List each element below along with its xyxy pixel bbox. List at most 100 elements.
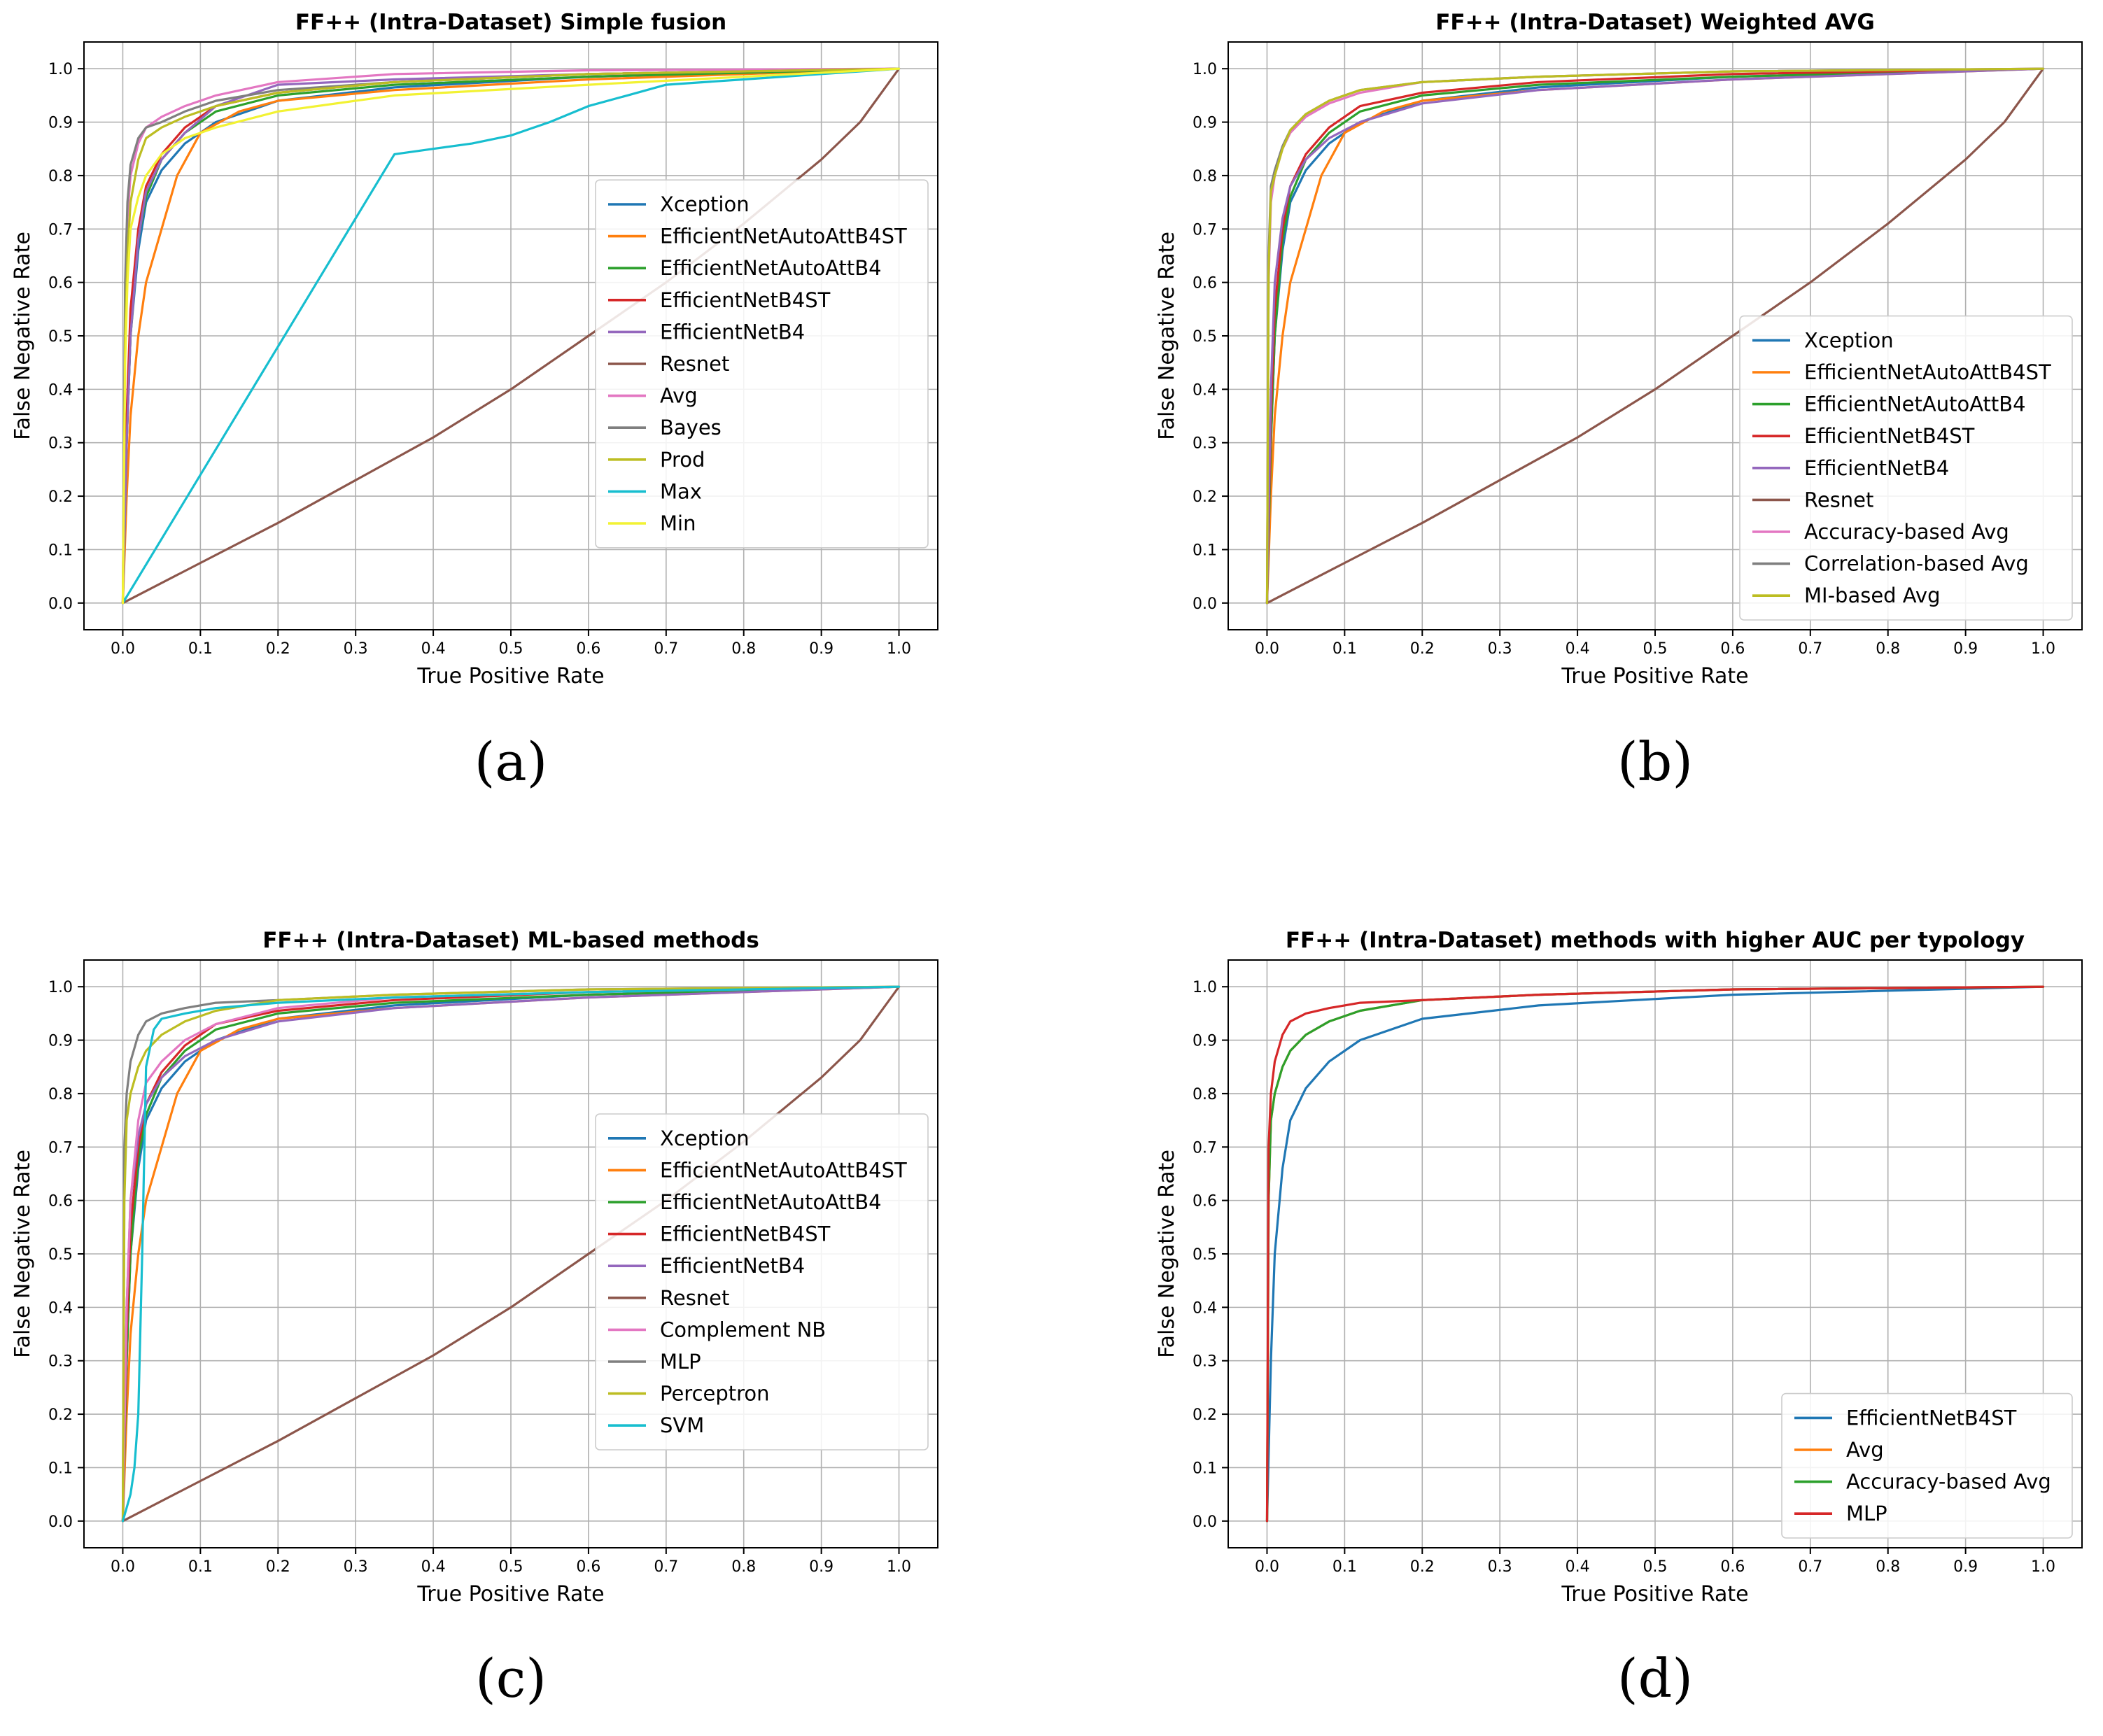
legend-label: SVM: [660, 1413, 704, 1437]
x-tick-label: 0.7: [654, 1558, 678, 1576]
x-tick-label: 0.8: [1876, 640, 1900, 658]
series-line-efficientnetautoattb4st: [121, 67, 901, 605]
legend-box: [595, 1113, 929, 1451]
y-tick-label: 0.5: [1193, 328, 1217, 346]
y-tick-label: 0.8: [48, 168, 73, 185]
series-line-max: [121, 67, 901, 605]
y-tick-label: 0.2: [1193, 488, 1217, 506]
y-tick-label: 0.0: [48, 1513, 73, 1531]
x-tick-label: 0.9: [809, 1558, 834, 1576]
y-tick-label: 0.6: [1193, 1193, 1217, 1211]
x-tick-label: 1.0: [2031, 640, 2055, 658]
y-tick-label: 0.5: [48, 1246, 73, 1264]
x-tick-label: 0.2: [1410, 640, 1435, 658]
legend: Xception EfficientNetAutoAttB4ST Efficient…: [1739, 315, 2073, 621]
y-tick-label: 0.0: [1193, 595, 1217, 613]
x-tick-label: 0.6: [576, 640, 600, 658]
x-tick-label: 0.7: [1798, 1558, 1822, 1576]
legend-label: MLP: [1846, 1502, 1887, 1525]
legend: Xception EfficientNetAutoAttB4ST Efficient…: [595, 1113, 929, 1451]
series-line-resnet: [1265, 67, 2045, 605]
y-tick-label: 1.0: [1193, 61, 1217, 78]
x-tick-label: 0.1: [1332, 640, 1357, 658]
series-line-resnet: [121, 67, 901, 605]
chart-panel-2: 0.0 0.1 0.2 0.3 0.4 0.5 0.6 0.7 0.8 0.9 1.0 0.0 0.1 0…: [1155, 10, 2083, 793]
panel-caption: (d): [1617, 1647, 1693, 1709]
legend-label: EfficientNetB4ST: [660, 288, 831, 312]
y-tick-label: 0.4: [48, 381, 73, 399]
y-tick-label: 0.4: [48, 1299, 73, 1317]
y-tick-label: 0.3: [1193, 1353, 1217, 1371]
series-line-efficientnetb4st: [1265, 985, 2045, 1523]
x-axis-label: True Positive Rate: [1561, 664, 1748, 689]
series-line-svm: [121, 985, 901, 1523]
x-tick-label: 0.1: [1332, 1558, 1357, 1576]
chart-panel-1: 0.0 0.1 0.2 0.3 0.4 0.5 0.6 0.7 0.8 0.9 1.0 0.0 0.1 0…: [10, 10, 938, 793]
y-tick-label: 0.1: [1193, 542, 1217, 559]
x-tick-label: 0.5: [1643, 1558, 1668, 1576]
legend-label: Resnet: [1804, 488, 1873, 511]
legend-label: Max: [660, 479, 702, 503]
y-tick-label: 0.0: [48, 595, 73, 613]
x-tick-label: 0.8: [731, 1558, 756, 1576]
series-group: [1265, 67, 2045, 605]
legend-label: MLP: [660, 1350, 701, 1374]
chart-title: FF++ (Intra-Dataset) Simple fusion: [295, 10, 726, 35]
y-tick-label: 0.0: [1193, 1513, 1217, 1531]
x-tick-label: 1.0: [887, 640, 911, 658]
y-tick-label: 0.1: [48, 542, 73, 559]
x-tick-label: 0.3: [344, 640, 368, 658]
y-tick-label: 0.9: [1193, 1033, 1217, 1050]
legend-label: EfficientNetB4: [660, 320, 805, 344]
y-tick-label: 0.7: [48, 1139, 73, 1157]
legend: EfficientNetB4ST Avg Accuracy-based Avg MLP: [1781, 1392, 2073, 1539]
chart-title: FF++ (Intra-Dataset) methods with higher…: [1286, 928, 2025, 953]
legend-label: Xception: [660, 192, 750, 216]
x-tick-label: 0.7: [654, 640, 678, 658]
x-tick-label: 0.3: [344, 1558, 368, 1576]
series-line-resnet: [121, 985, 901, 1523]
y-tick-label: 0.7: [1193, 1139, 1217, 1157]
y-axis-label: False Negative Rate: [10, 1150, 35, 1358]
y-tick-label: 0.5: [48, 328, 73, 346]
x-axis-label: True Positive Rate: [1561, 1582, 1748, 1607]
y-tick-label: 0.3: [1193, 435, 1217, 453]
x-tick-label: 1.0: [2031, 1558, 2055, 1576]
x-tick-label: 0.6: [1720, 640, 1745, 658]
x-tick-label: 0.0: [111, 1558, 135, 1576]
legend-box: [1781, 1392, 2073, 1539]
panel-caption: (c): [475, 1647, 547, 1709]
series-line-perceptron: [121, 985, 901, 1523]
x-tick-label: 1.0: [887, 1558, 911, 1576]
y-tick-label: 0.2: [48, 488, 73, 506]
x-tick-label: 0.2: [1410, 1558, 1435, 1576]
y-tick-label: 0.3: [48, 435, 73, 453]
x-tick-label: 0.9: [809, 640, 834, 658]
x-axis-label: True Positive Rate: [416, 664, 604, 689]
y-tick-label: 0.2: [48, 1406, 73, 1424]
legend-label: EfficientNetB4ST: [660, 1222, 831, 1246]
x-tick-label: 0.7: [1798, 640, 1822, 658]
y-tick-label: 0.9: [1193, 115, 1217, 132]
y-tick-label: 0.6: [48, 1193, 73, 1211]
x-tick-label: 0.1: [188, 1558, 213, 1576]
legend-label: EfficientNetB4ST: [1846, 1406, 2017, 1430]
legend-label: Xception: [1804, 328, 1894, 352]
legend-label: Complement NB: [660, 1318, 826, 1341]
series-line-prod: [121, 67, 901, 605]
x-tick-label: 0.4: [421, 640, 446, 658]
y-tick-label: 0.9: [48, 1033, 73, 1050]
y-tick-label: 0.2: [1193, 1406, 1217, 1424]
legend-label: Accuracy-based Avg: [1846, 1470, 2051, 1494]
x-tick-label: 0.3: [1488, 640, 1512, 658]
series-line-efficientnetb4: [1265, 67, 2045, 605]
y-tick-label: 0.7: [48, 221, 73, 239]
x-tick-label: 0.5: [499, 1558, 523, 1576]
x-tick-label: 0.6: [576, 1558, 600, 1576]
x-tick-label: 0.8: [1876, 1558, 1900, 1576]
legend-label: Correlation-based Avg: [1804, 552, 2029, 576]
legend-label: Perceptron: [660, 1382, 770, 1406]
y-axis-label: False Negative Rate: [10, 232, 35, 440]
y-tick-label: 1.0: [48, 61, 73, 78]
